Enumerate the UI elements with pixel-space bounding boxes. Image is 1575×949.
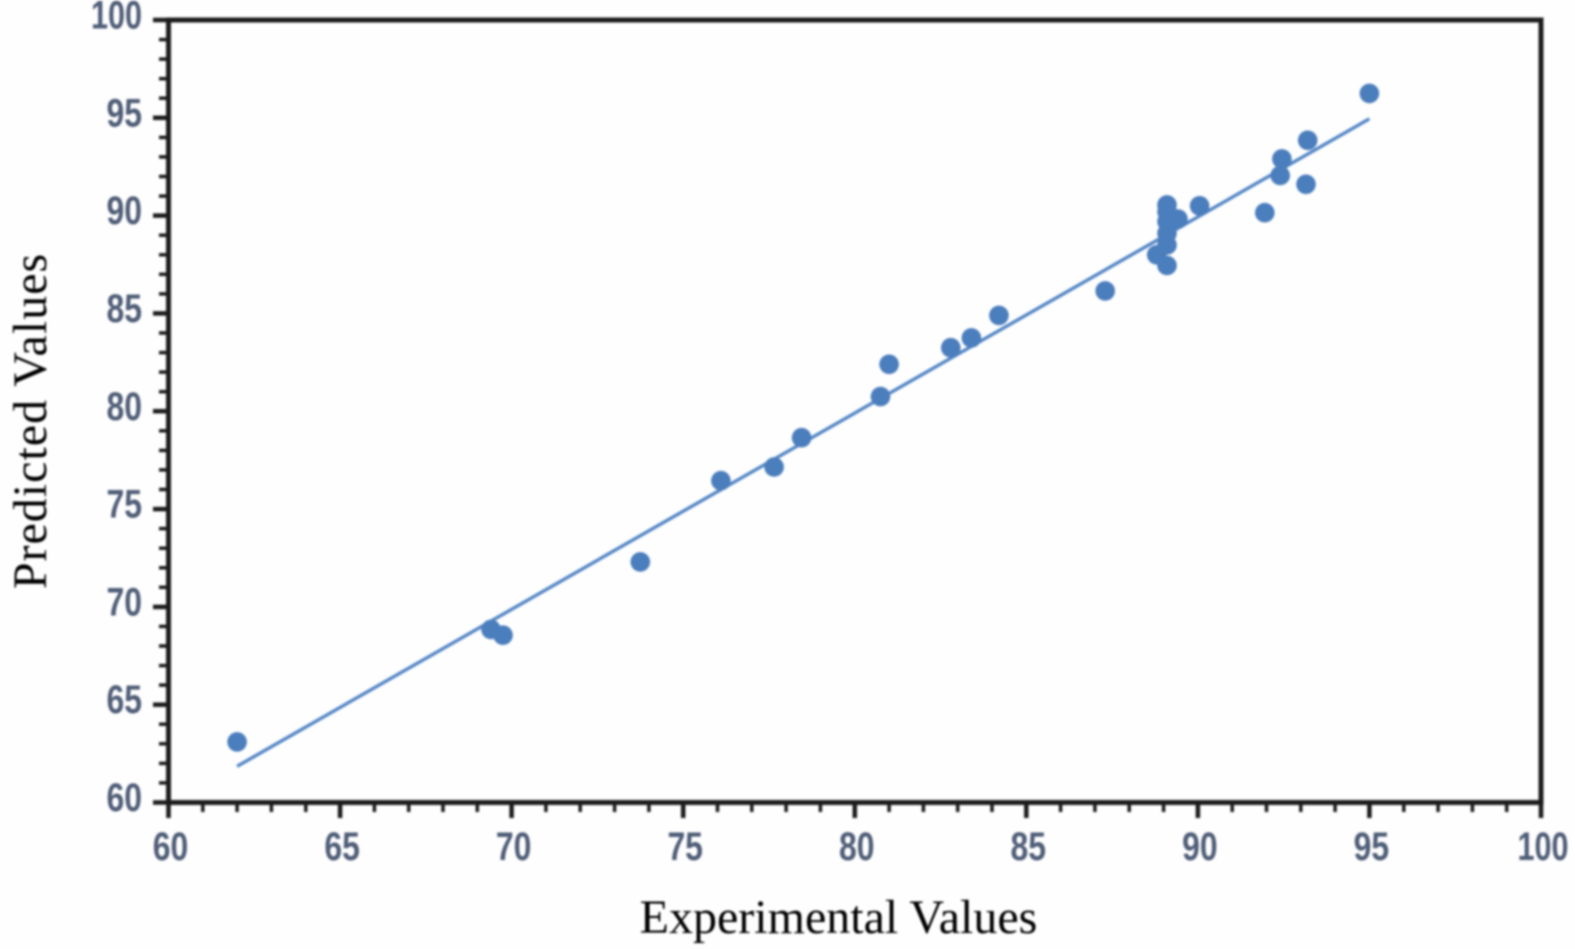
svg-text:70: 70	[496, 825, 532, 869]
svg-text:85: 85	[107, 287, 143, 331]
svg-text:90: 90	[107, 189, 143, 233]
svg-text:80: 80	[107, 385, 143, 429]
svg-text:65: 65	[324, 825, 360, 869]
svg-text:60: 60	[153, 825, 189, 869]
svg-text:Experimental Values: Experimental Values	[640, 891, 1038, 944]
svg-text:100: 100	[91, 0, 142, 38]
svg-text:75: 75	[107, 483, 143, 527]
svg-text:60: 60	[107, 776, 143, 820]
svg-text:Predicted Values: Predicted Values	[4, 253, 57, 589]
svg-text:90: 90	[1182, 825, 1218, 869]
svg-text:95: 95	[1354, 825, 1390, 869]
svg-text:70: 70	[107, 580, 143, 624]
svg-text:65: 65	[107, 678, 143, 722]
svg-text:95: 95	[107, 91, 143, 135]
svg-text:75: 75	[667, 825, 703, 869]
svg-text:80: 80	[839, 825, 875, 869]
svg-text:100: 100	[1518, 825, 1569, 869]
svg-text:85: 85	[1011, 825, 1047, 869]
